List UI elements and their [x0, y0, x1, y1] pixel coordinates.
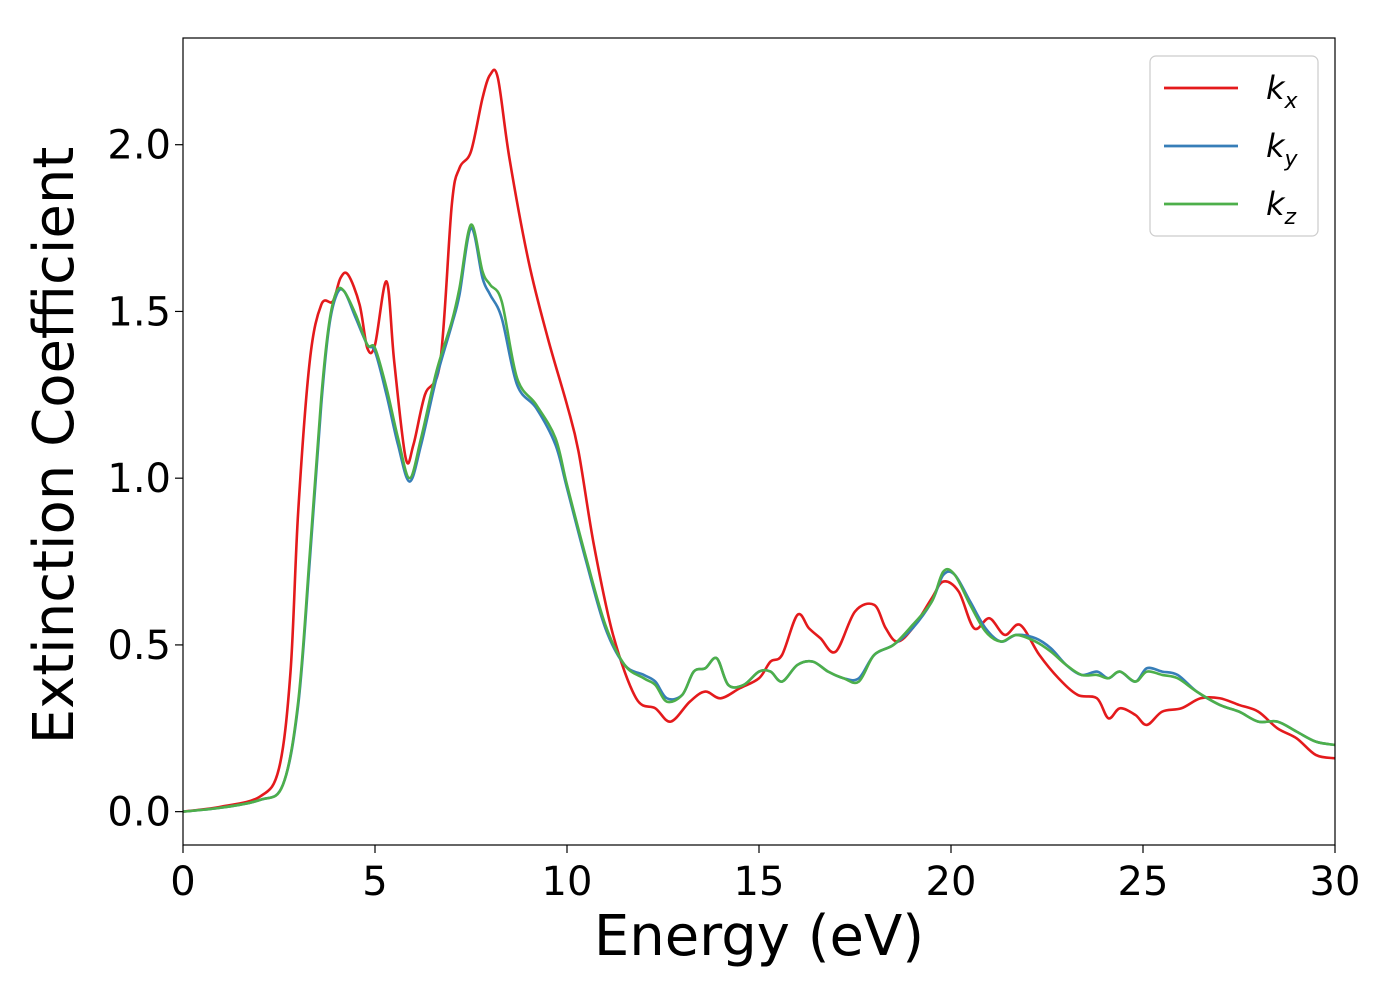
y-tick-label: 1.5: [107, 289, 171, 335]
y-tick-label: 0.0: [107, 790, 171, 836]
series-layer: [183, 68, 1335, 813]
y-tick-label: 1.0: [107, 456, 171, 502]
series-line-z: [183, 223, 1335, 813]
x-tick-label: 30: [1310, 859, 1361, 905]
x-axis: 0 5 10 15 20 25 30: [170, 845, 1360, 905]
legend-label-x: kx: [1266, 69, 1299, 114]
x-tick-label: 25: [1118, 859, 1169, 905]
x-axis-title: Energy (eV): [594, 904, 924, 969]
x-tick-label: 20: [926, 859, 977, 905]
series-line-x: [183, 68, 1335, 813]
y-axis-title: Extinction Coefficient: [22, 147, 87, 745]
x-tick-label: 10: [542, 859, 593, 905]
legend-label-y: ky: [1266, 127, 1299, 172]
y-tick-label: 0.5: [107, 623, 171, 669]
legend-label-z: kz: [1266, 185, 1297, 230]
y-axis: 0.0 0.5 1.0 1.5 2.0: [107, 123, 183, 836]
x-tick-label: 15: [734, 859, 785, 905]
x-tick-label: 5: [362, 859, 387, 905]
legend: kx ky kz: [1149, 55, 1319, 237]
y-tick-label: 2.0: [107, 123, 171, 169]
x-tick-label: 0: [170, 859, 195, 905]
